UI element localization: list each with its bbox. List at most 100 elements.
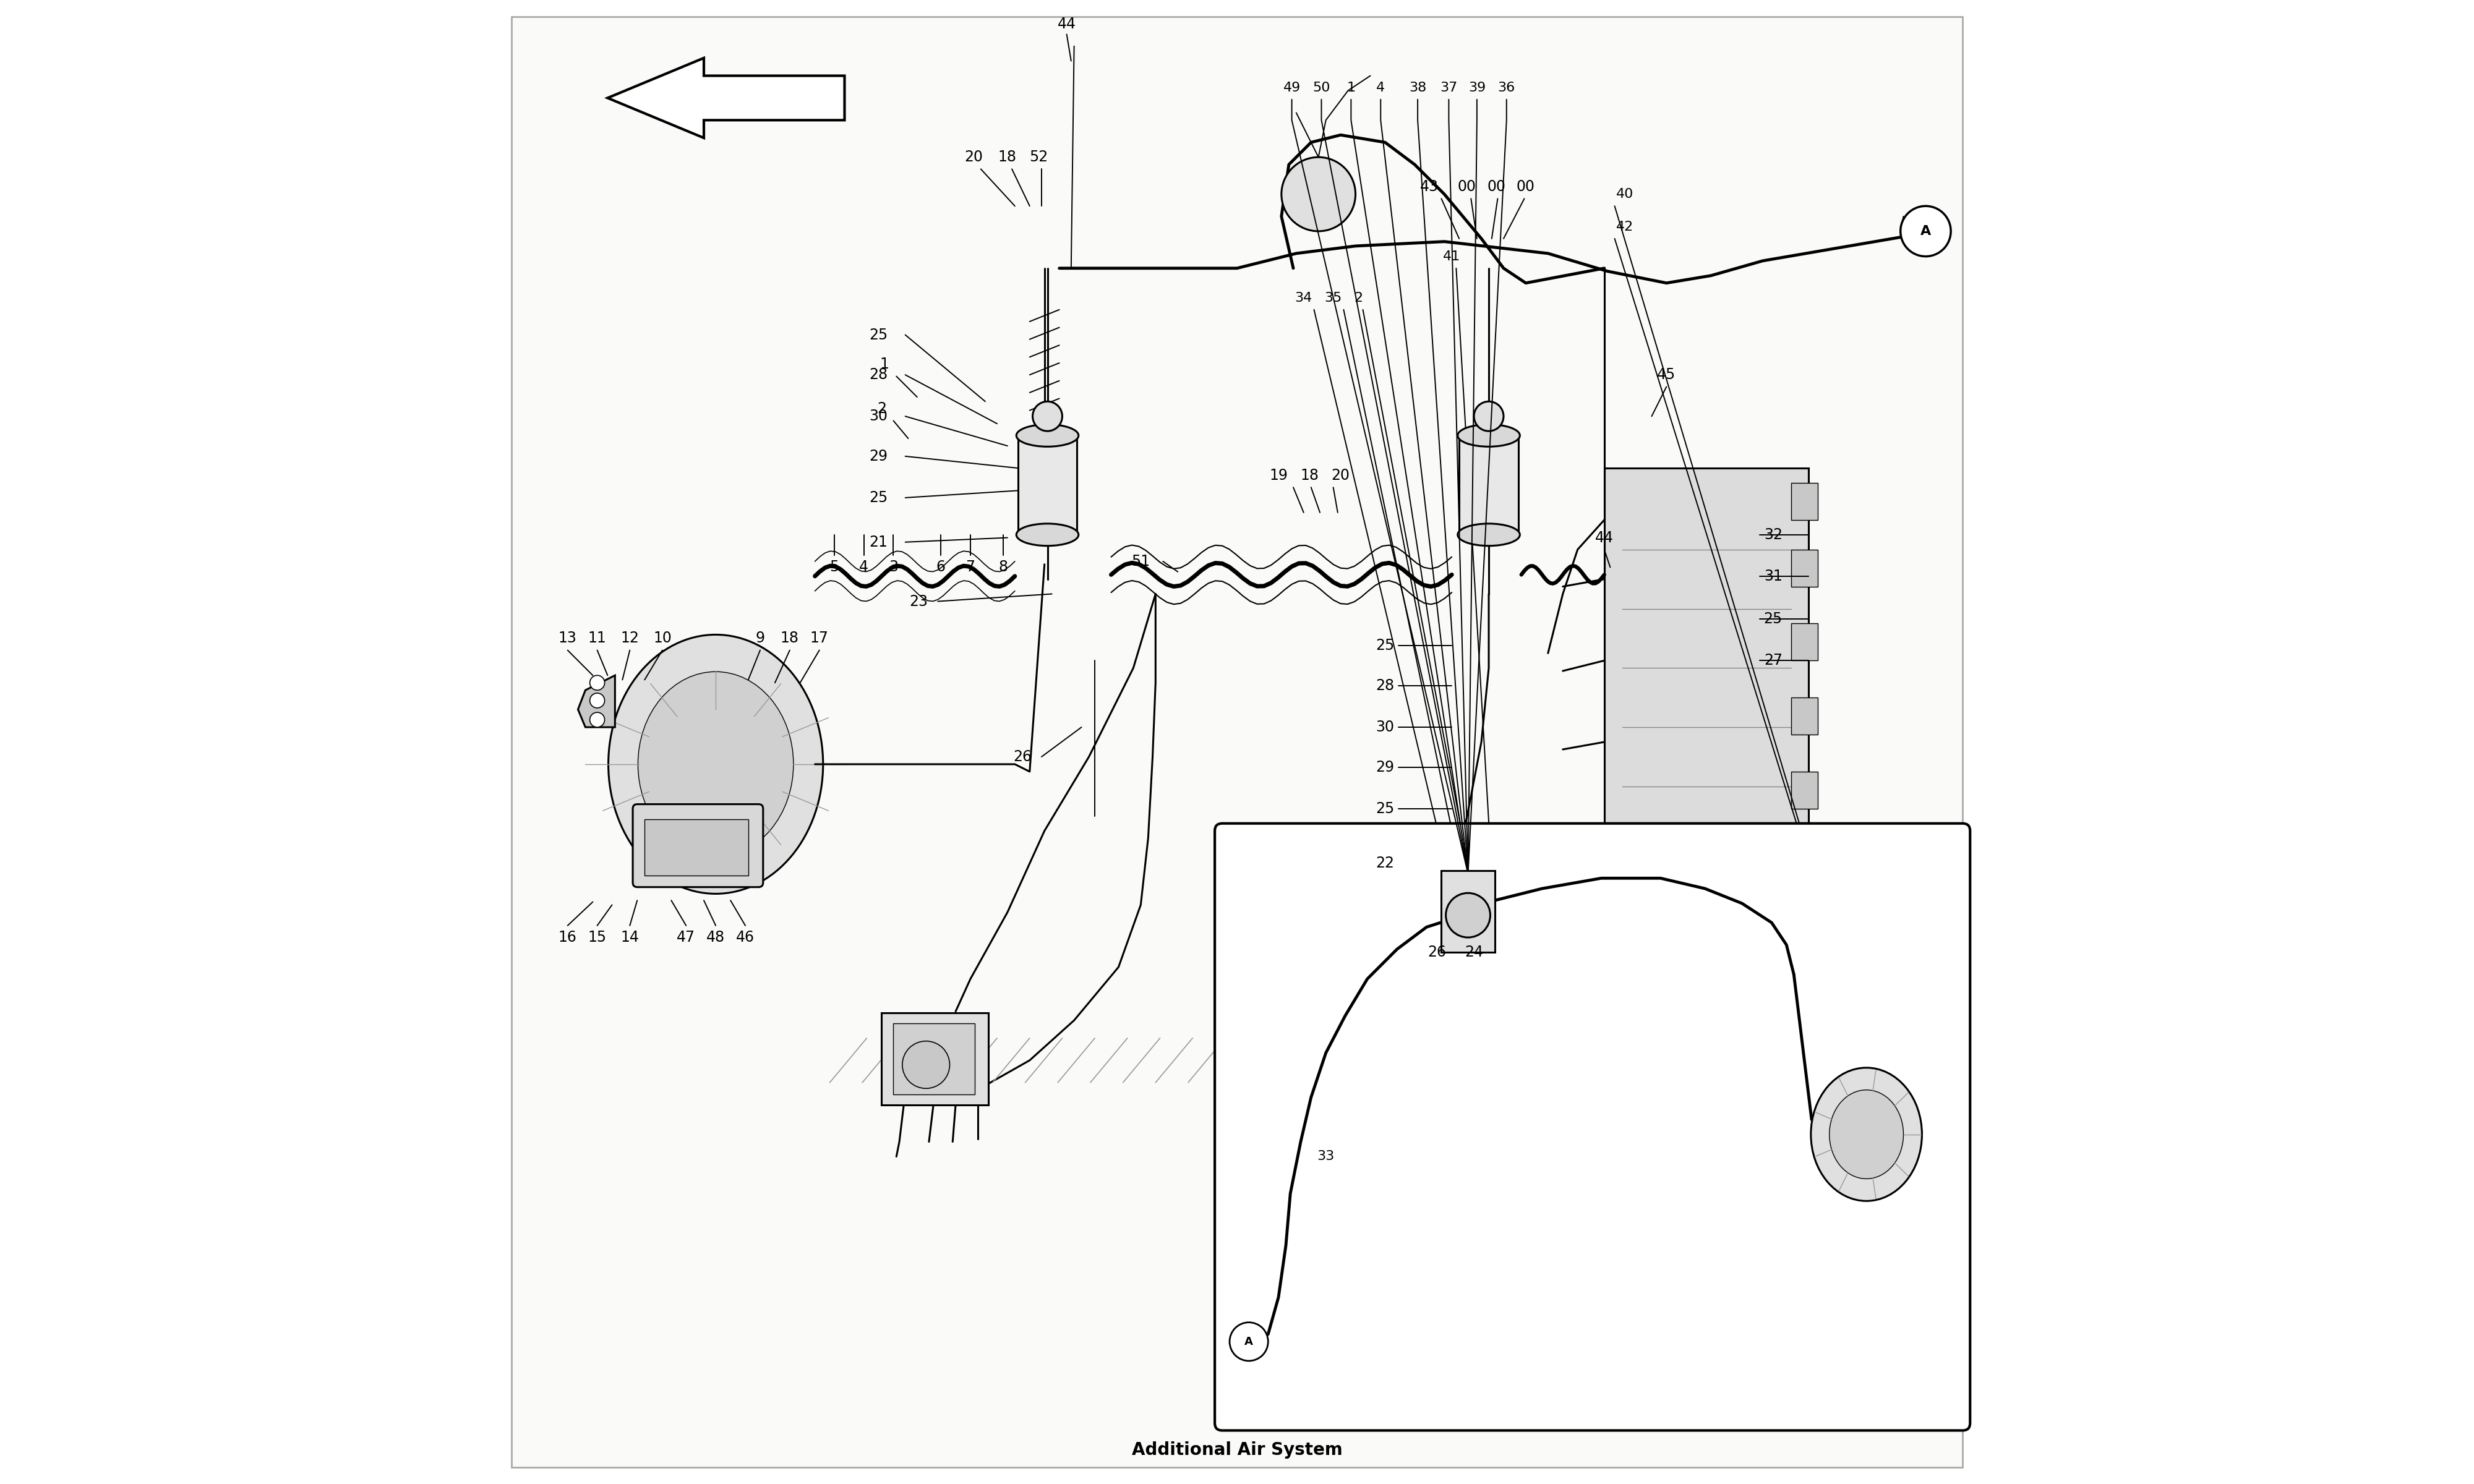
Text: 00: 00 <box>1457 180 1477 194</box>
Text: 18: 18 <box>1301 467 1319 482</box>
Text: 29: 29 <box>1376 760 1395 775</box>
FancyBboxPatch shape <box>1791 772 1818 809</box>
Text: 31: 31 <box>1764 568 1781 583</box>
Text: 36: 36 <box>1497 82 1514 93</box>
Text: 35: 35 <box>1324 292 1341 304</box>
FancyBboxPatch shape <box>646 819 747 876</box>
Text: 33: 33 <box>1316 1150 1333 1163</box>
Text: 18: 18 <box>997 150 1017 165</box>
Text: 47: 47 <box>678 930 695 945</box>
Ellipse shape <box>609 635 824 893</box>
Text: 7: 7 <box>965 559 975 574</box>
Ellipse shape <box>638 672 794 856</box>
Text: 25: 25 <box>868 328 888 343</box>
Text: 11: 11 <box>589 631 606 646</box>
Text: 28: 28 <box>868 368 888 383</box>
Text: 9: 9 <box>755 631 764 646</box>
FancyBboxPatch shape <box>1791 482 1818 519</box>
Polygon shape <box>579 675 616 727</box>
Text: 29: 29 <box>868 448 888 463</box>
Text: 49: 49 <box>1284 82 1301 93</box>
Circle shape <box>589 712 604 727</box>
Text: 42: 42 <box>1616 221 1633 233</box>
Text: 25: 25 <box>1376 801 1395 816</box>
Text: 2: 2 <box>1353 292 1363 304</box>
Text: 32: 32 <box>1764 527 1781 542</box>
Text: 12: 12 <box>621 631 638 646</box>
Text: 34: 34 <box>1294 292 1311 304</box>
Text: 16: 16 <box>559 930 576 945</box>
Text: 00: 00 <box>1517 180 1534 194</box>
Ellipse shape <box>1457 524 1519 546</box>
Text: 4: 4 <box>858 559 868 574</box>
FancyBboxPatch shape <box>512 16 1962 1468</box>
Text: 51: 51 <box>1131 554 1150 568</box>
Text: A: A <box>1244 1336 1254 1347</box>
Ellipse shape <box>1017 524 1079 546</box>
Text: 48: 48 <box>708 930 725 945</box>
Ellipse shape <box>1017 424 1079 447</box>
FancyBboxPatch shape <box>1603 467 1808 935</box>
Text: 26: 26 <box>1427 945 1447 960</box>
Text: 43: 43 <box>1420 180 1440 194</box>
Circle shape <box>1475 402 1504 430</box>
Text: 38: 38 <box>1408 82 1427 93</box>
FancyBboxPatch shape <box>1017 438 1076 534</box>
Text: 20: 20 <box>1331 467 1351 482</box>
Text: 10: 10 <box>653 631 670 646</box>
Text: 18: 18 <box>779 631 799 646</box>
Ellipse shape <box>1811 1067 1922 1201</box>
Text: Additional Air System: Additional Air System <box>1131 1441 1343 1459</box>
Circle shape <box>1445 893 1489 938</box>
Circle shape <box>1282 157 1356 232</box>
FancyBboxPatch shape <box>1791 838 1818 876</box>
Text: 30: 30 <box>1376 720 1395 735</box>
Circle shape <box>903 1042 950 1088</box>
Text: 28: 28 <box>1376 678 1395 693</box>
Text: 1: 1 <box>1346 82 1356 93</box>
Text: 17: 17 <box>809 631 829 646</box>
Text: 52: 52 <box>1029 150 1049 165</box>
FancyBboxPatch shape <box>893 1024 975 1094</box>
Text: 41: 41 <box>1442 251 1460 263</box>
FancyBboxPatch shape <box>1442 871 1494 953</box>
Text: 14: 14 <box>621 930 638 945</box>
Text: 8: 8 <box>999 559 1007 574</box>
Text: A: A <box>1920 226 1932 237</box>
Text: 23: 23 <box>910 594 928 608</box>
Text: 46: 46 <box>737 930 755 945</box>
FancyBboxPatch shape <box>1460 438 1519 534</box>
Text: 4: 4 <box>1376 82 1385 93</box>
Text: 15: 15 <box>589 930 606 945</box>
Circle shape <box>1900 206 1952 257</box>
Ellipse shape <box>1457 424 1519 447</box>
Text: 45: 45 <box>1658 368 1675 383</box>
Text: 26: 26 <box>1012 749 1032 764</box>
Circle shape <box>589 693 604 708</box>
Ellipse shape <box>1828 1089 1903 1178</box>
Text: 21: 21 <box>868 534 888 549</box>
Text: 13: 13 <box>559 631 576 646</box>
Text: 5: 5 <box>829 559 839 574</box>
Text: 22: 22 <box>1376 856 1395 871</box>
FancyBboxPatch shape <box>1215 824 1969 1431</box>
Text: 40: 40 <box>1616 188 1633 200</box>
FancyBboxPatch shape <box>1791 549 1818 586</box>
Text: 37: 37 <box>1440 82 1457 93</box>
FancyBboxPatch shape <box>881 1014 987 1104</box>
Text: 1: 1 <box>881 358 888 372</box>
Text: 50: 50 <box>1314 82 1331 93</box>
Circle shape <box>1032 402 1061 430</box>
Text: 2: 2 <box>876 402 886 417</box>
Text: 3: 3 <box>888 559 898 574</box>
Text: 24: 24 <box>1465 945 1484 960</box>
FancyBboxPatch shape <box>1791 623 1818 660</box>
Polygon shape <box>609 58 844 138</box>
FancyBboxPatch shape <box>1791 697 1818 735</box>
Circle shape <box>1230 1322 1269 1361</box>
Text: 00: 00 <box>1487 180 1507 194</box>
Text: 30: 30 <box>868 410 888 424</box>
Text: 25: 25 <box>868 490 888 505</box>
Text: 19: 19 <box>1269 467 1286 482</box>
Text: 6: 6 <box>935 559 945 574</box>
